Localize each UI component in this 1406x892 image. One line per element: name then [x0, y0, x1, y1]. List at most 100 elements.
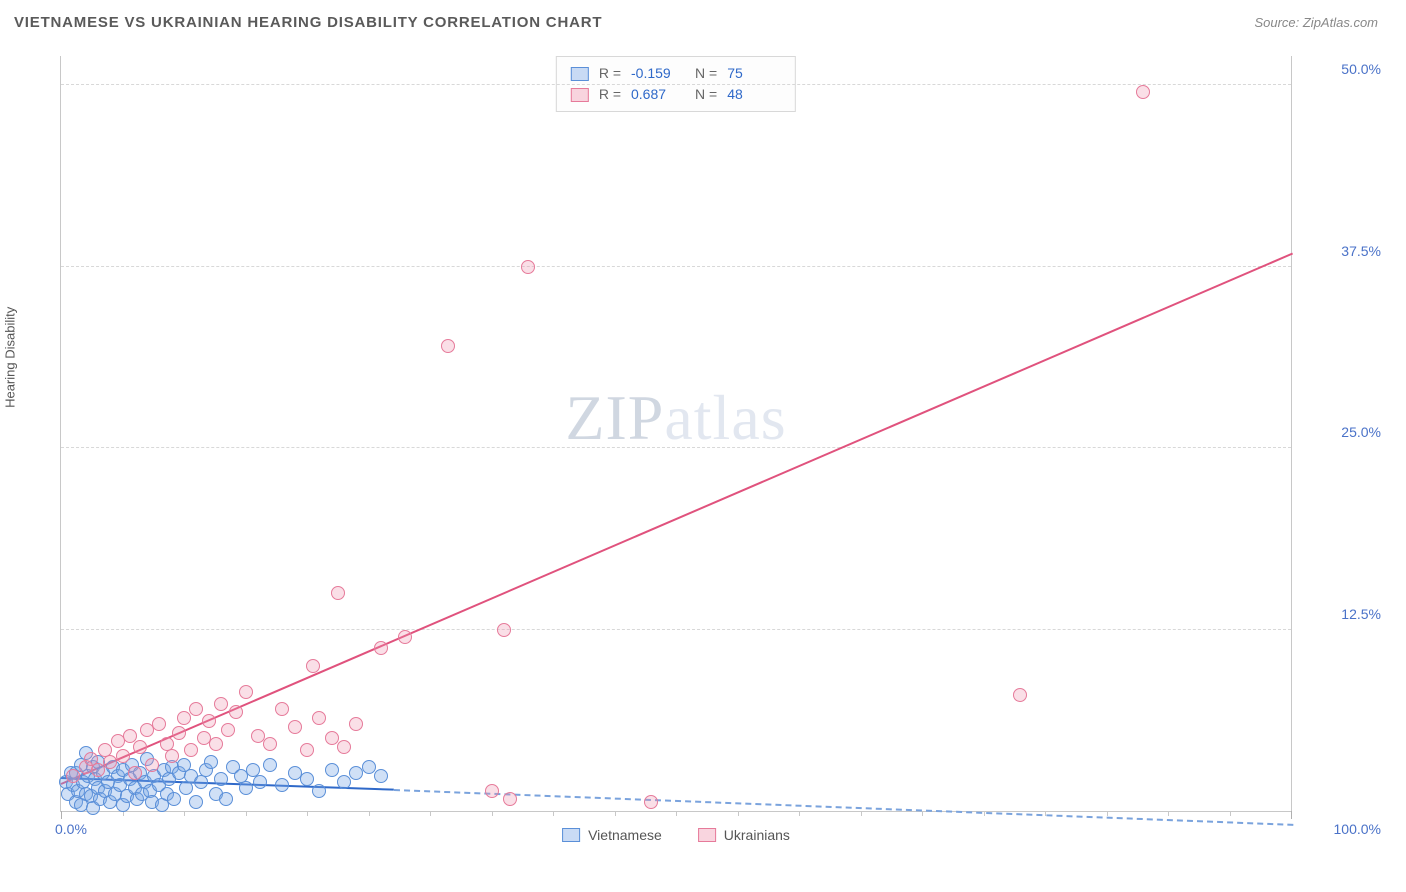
x-tick-major [61, 811, 62, 819]
x-tick-minor [861, 811, 862, 816]
r-value-vietnamese: -0.159 [631, 63, 685, 84]
data-point-ukrainians [503, 792, 517, 806]
data-point-ukrainians [172, 726, 186, 740]
data-point-ukrainians [349, 717, 363, 731]
x-tick-minor [1230, 811, 1231, 816]
x-tick-minor [246, 811, 247, 816]
data-point-vietnamese [263, 758, 277, 772]
data-point-ukrainians [337, 740, 351, 754]
data-point-vietnamese [167, 792, 181, 806]
data-point-vietnamese [253, 775, 267, 789]
x-tick-minor [492, 811, 493, 816]
data-point-ukrainians [116, 749, 130, 763]
data-point-vietnamese [374, 769, 388, 783]
x-tick-minor [430, 811, 431, 816]
data-point-ukrainians [239, 685, 253, 699]
x-tick-minor [1168, 811, 1169, 816]
x-tick-minor [369, 811, 370, 816]
source-attribution: Source: ZipAtlas.com [1254, 15, 1378, 30]
x-tick-minor [676, 811, 677, 816]
data-point-ukrainians [441, 339, 455, 353]
data-point-ukrainians [251, 729, 265, 743]
data-point-ukrainians [306, 659, 320, 673]
r-label: R = [599, 84, 621, 105]
data-point-ukrainians [374, 641, 388, 655]
gridline [61, 629, 1291, 630]
x-tick-label: 100.0% [1301, 821, 1381, 837]
data-point-ukrainians [1136, 85, 1150, 99]
data-point-ukrainians [184, 743, 198, 757]
data-point-vietnamese [312, 784, 326, 798]
data-point-ukrainians [644, 795, 658, 809]
swatch-ukrainians [571, 88, 589, 102]
y-axis-label: Hearing Disability [3, 307, 18, 408]
r-value-ukrainians: 0.687 [631, 84, 685, 105]
data-point-ukrainians [128, 766, 142, 780]
chart-container: Hearing Disability ZIPatlas R =-0.159N =… [14, 46, 1392, 856]
data-point-ukrainians [288, 720, 302, 734]
data-point-ukrainians [165, 749, 179, 763]
data-point-ukrainians [331, 586, 345, 600]
x-tick-minor [738, 811, 739, 816]
data-point-vietnamese [214, 772, 228, 786]
data-point-ukrainians [189, 702, 203, 716]
watermark: ZIPatlas [565, 381, 786, 455]
data-point-vietnamese [275, 778, 289, 792]
data-point-ukrainians [229, 705, 243, 719]
n-label: N = [695, 63, 717, 84]
data-point-ukrainians [275, 702, 289, 716]
data-point-vietnamese [337, 775, 351, 789]
legend-label-vietnamese: Vietnamese [588, 827, 662, 843]
gridline [61, 84, 1291, 85]
y-tick-label: 25.0% [1301, 424, 1381, 440]
data-point-ukrainians [91, 763, 105, 777]
x-tick-major [1291, 811, 1292, 819]
x-tick-minor [553, 811, 554, 816]
data-point-ukrainians [145, 758, 159, 772]
regression-line-vietnamese-extrapolated [394, 789, 1293, 826]
data-point-ukrainians [221, 723, 235, 737]
gridline [61, 447, 1291, 448]
data-point-ukrainians [263, 737, 277, 751]
x-tick-minor [1107, 811, 1108, 816]
data-point-ukrainians [152, 717, 166, 731]
plot-area: ZIPatlas R =-0.159N =75R =0.687N =48 Vie… [60, 56, 1292, 812]
swatch-vietnamese [562, 828, 580, 842]
data-point-ukrainians [497, 623, 511, 637]
legend-item-vietnamese: Vietnamese [562, 827, 662, 843]
n-value-vietnamese: 75 [727, 63, 781, 84]
legend-label-ukrainians: Ukrainians [724, 827, 790, 843]
data-point-vietnamese [219, 792, 233, 806]
r-label: R = [599, 63, 621, 84]
data-point-ukrainians [485, 784, 499, 798]
n-value-ukrainians: 48 [727, 84, 781, 105]
data-point-ukrainians [325, 731, 339, 745]
swatch-ukrainians [698, 828, 716, 842]
data-point-ukrainians [312, 711, 326, 725]
data-point-ukrainians [202, 714, 216, 728]
data-point-ukrainians [300, 743, 314, 757]
data-point-ukrainians [521, 260, 535, 274]
chart-title: VIETNAMESE VS UKRAINIAN HEARING DISABILI… [14, 14, 602, 31]
legend-item-ukrainians: Ukrainians [698, 827, 790, 843]
y-tick-label: 37.5% [1301, 243, 1381, 259]
data-point-vietnamese [325, 763, 339, 777]
regression-line-ukrainians [61, 252, 1294, 784]
x-tick-minor [799, 811, 800, 816]
data-point-vietnamese [239, 781, 253, 795]
x-tick-minor [922, 811, 923, 816]
data-point-ukrainians [398, 630, 412, 644]
data-point-ukrainians [209, 737, 223, 751]
gridline [61, 266, 1291, 267]
x-tick-minor [307, 811, 308, 816]
data-point-vietnamese [189, 795, 203, 809]
data-point-ukrainians [133, 740, 147, 754]
data-point-ukrainians [177, 711, 191, 725]
y-tick-label: 50.0% [1301, 61, 1381, 77]
data-point-vietnamese [204, 755, 218, 769]
stats-row-vietnamese: R = -0.159 N = 75 [571, 63, 781, 84]
data-point-vietnamese [300, 772, 314, 786]
x-tick-label: 0.0% [55, 821, 87, 837]
swatch-vietnamese [571, 67, 589, 81]
x-tick-minor [615, 811, 616, 816]
